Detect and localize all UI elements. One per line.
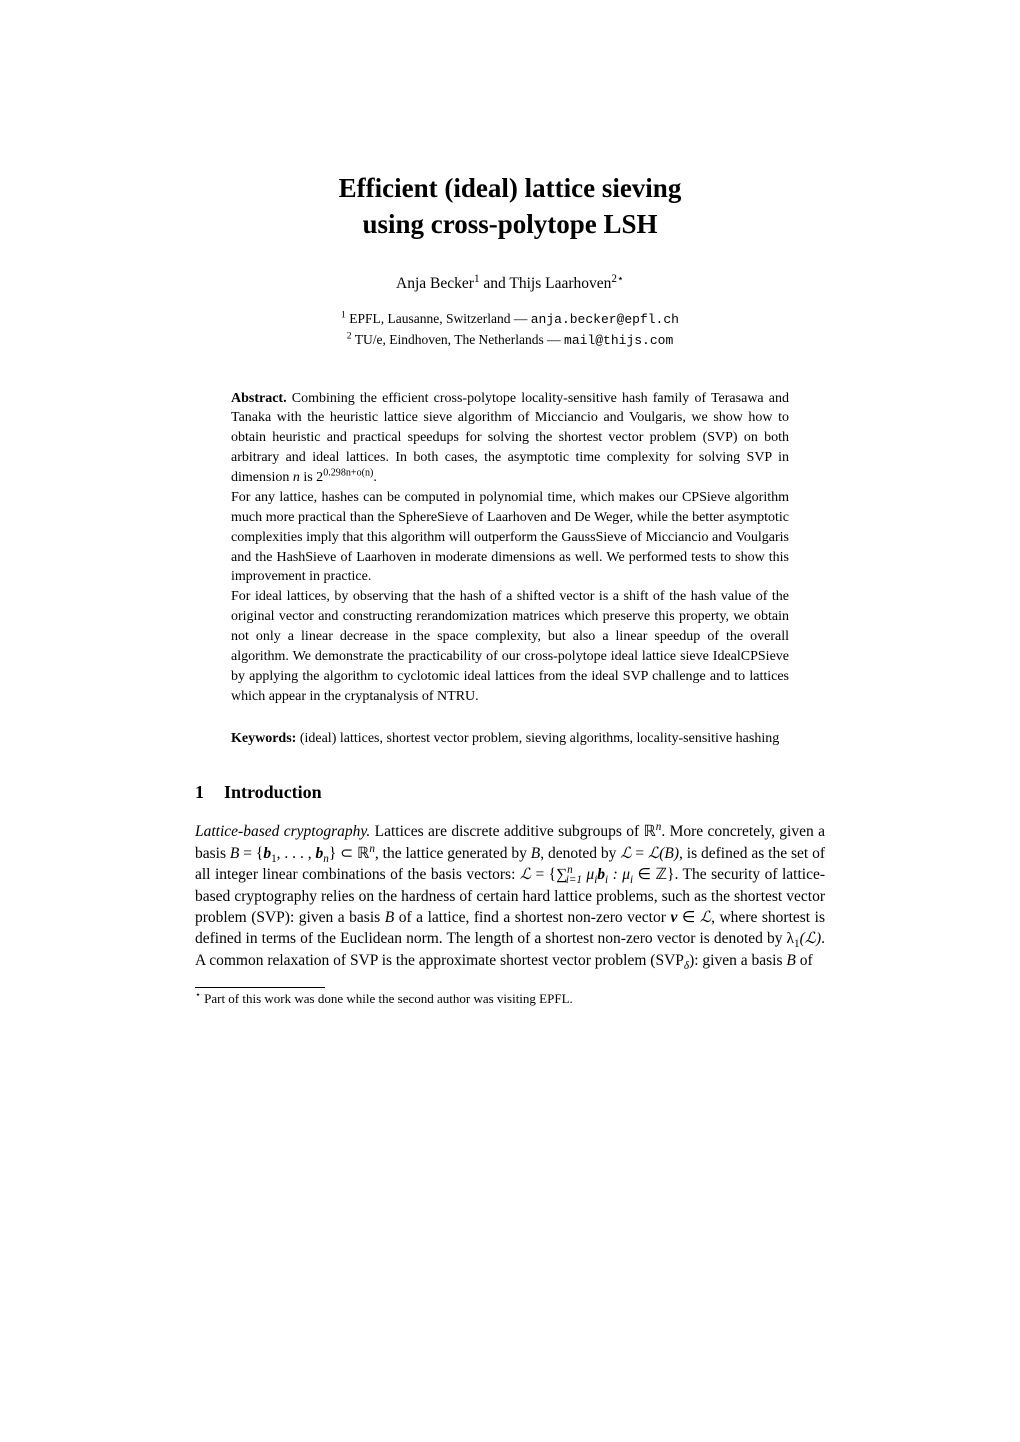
intro-eq2: = bbox=[632, 845, 649, 862]
affiliation-1: 1 EPFL, Lausanne, Switzerland — anja.bec… bbox=[195, 309, 825, 330]
author-line: Anja Becker1 and Thijs Laarhoven2⋆ bbox=[195, 275, 825, 293]
footnote-text: Part of this work was done while the sec… bbox=[201, 991, 573, 1006]
paper-title: Efficient (ideal) lattice sieving using … bbox=[195, 170, 825, 243]
intro-B3: B bbox=[385, 909, 394, 926]
intro-t11: of bbox=[796, 952, 813, 969]
intro-B2: B bbox=[531, 845, 540, 862]
intro-L3: ℒ bbox=[520, 866, 531, 883]
keywords-block: Keywords: (ideal) lattices, shortest vec… bbox=[231, 729, 789, 749]
page-container: Efficient (ideal) lattice sieving using … bbox=[0, 0, 1020, 1098]
abstract-p1-is: is 2 bbox=[300, 470, 323, 485]
title-line-1: Efficient (ideal) lattice sieving bbox=[339, 173, 682, 203]
intro-Rn2: ℝ bbox=[357, 845, 369, 862]
intro-B4: B bbox=[786, 952, 795, 969]
footnote-rule bbox=[195, 987, 325, 988]
intro-dots: , . . . , bbox=[277, 845, 316, 862]
section-1-title: Introduction bbox=[224, 782, 322, 802]
intro-rbrace: } ⊂ bbox=[329, 845, 357, 862]
affil-1-email: anja.becker@epfl.ch bbox=[531, 312, 679, 327]
intro-inL: ∈ bbox=[677, 909, 700, 926]
intro-eq1: = { bbox=[239, 845, 263, 862]
intro-Rn: ℝ bbox=[644, 823, 656, 840]
intro-L4: ℒ bbox=[700, 909, 711, 926]
abstract-para-3: For ideal lattices, by observing that th… bbox=[231, 587, 789, 706]
keywords-text: (ideal) lattices, shortest vector proble… bbox=[300, 731, 779, 746]
intro-runin: Lattice-based cryptography. bbox=[195, 823, 370, 840]
title-line-2: using cross-polytope LSH bbox=[362, 209, 657, 239]
intro-t4: , denoted by bbox=[540, 845, 620, 862]
intro-colon: : μ bbox=[608, 866, 630, 883]
intro-paragraph: Lattice-based cryptography. Lattices are… bbox=[195, 821, 825, 971]
affiliations-block: 1 EPFL, Lausanne, Switzerland — anja.bec… bbox=[195, 309, 825, 351]
intro-bi: b bbox=[597, 866, 605, 883]
intro-LB: (B) bbox=[659, 845, 679, 862]
abstract-exp: 0.298n+o(n) bbox=[323, 467, 373, 478]
section-1-number: 1 bbox=[195, 782, 204, 803]
affil-2-text: TU/e, Eindhoven, The Netherlands — bbox=[352, 332, 564, 347]
intro-inZ: ∈ ℤ}. bbox=[633, 866, 682, 883]
intro-b1: b bbox=[263, 845, 271, 862]
abstract-p1-end: . bbox=[373, 470, 377, 485]
author-2-affil-sup: 2⋆ bbox=[611, 273, 624, 285]
affiliation-2: 2 TU/e, Eindhoven, The Netherlands — mai… bbox=[195, 330, 825, 351]
intro-lamL: (ℒ) bbox=[800, 930, 822, 947]
intro-t10: ): given a basis bbox=[689, 952, 786, 969]
intro-mu: μ bbox=[582, 866, 594, 883]
author-1-name: Anja Becker bbox=[396, 275, 474, 292]
abstract-block: Abstract. Combining the efficient cross-… bbox=[231, 389, 789, 707]
intro-t7: of a lattice, find a shortest non-zero v… bbox=[394, 909, 670, 926]
intro-eq3: = {∑ bbox=[531, 866, 567, 883]
intro-t3: , the lattice generated by bbox=[375, 845, 531, 862]
abstract-n: n bbox=[293, 470, 300, 485]
intro-L2: ℒ bbox=[648, 845, 659, 862]
intro-sum-low: i=1 bbox=[566, 874, 582, 886]
abstract-para-2: For any lattice, hashes can be computed … bbox=[231, 488, 789, 587]
intro-L1: ℒ bbox=[620, 845, 631, 862]
footnote: ⋆ Part of this work was done while the s… bbox=[195, 991, 825, 1008]
affil-2-email: mail@thijs.com bbox=[564, 333, 673, 348]
intro-B: B bbox=[230, 845, 239, 862]
intro-t1: Lattices are discrete additive subgroups… bbox=[370, 823, 643, 840]
keywords-label: Keywords: bbox=[231, 731, 300, 746]
author-2-name: Thijs Laarhoven bbox=[509, 275, 611, 292]
abstract-label: Abstract. bbox=[231, 391, 292, 406]
section-1-heading: 1 Introduction bbox=[195, 782, 825, 803]
affil-1-text: EPFL, Lausanne, Switzerland — bbox=[346, 311, 531, 326]
author-conjunction: and bbox=[480, 275, 510, 292]
abstract-para-1: Abstract. Combining the efficient cross-… bbox=[231, 389, 789, 488]
